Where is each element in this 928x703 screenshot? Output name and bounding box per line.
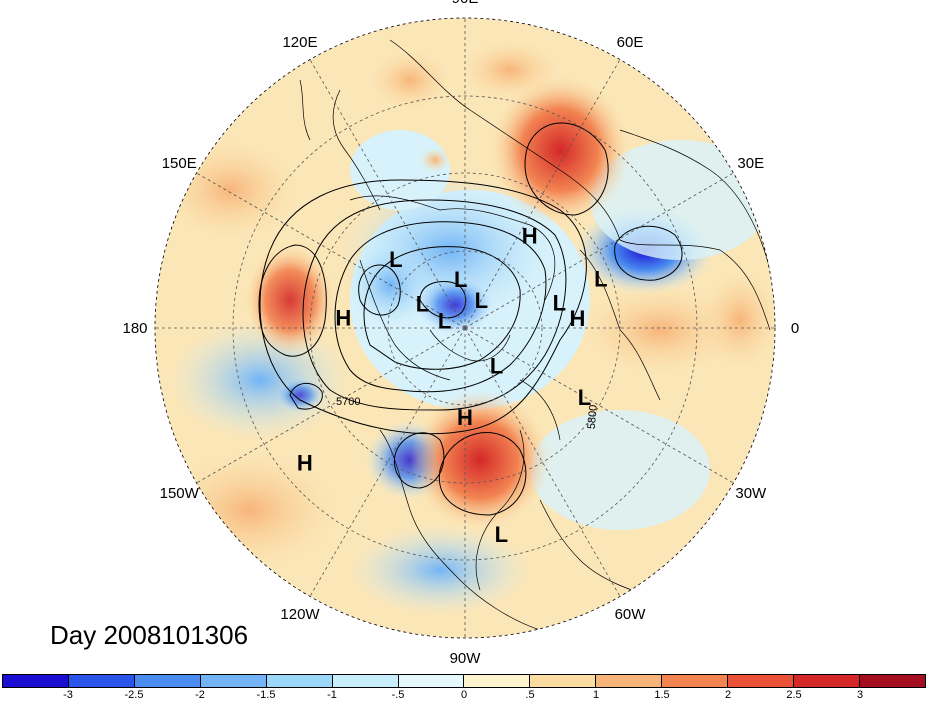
longitude-label: 30E: [737, 155, 764, 172]
colorbar-tick-label: -2.5: [124, 689, 144, 701]
longitude-label: 0: [791, 320, 799, 337]
longitude-label: 30W: [735, 485, 767, 502]
low-pressure-marker: L: [416, 291, 429, 316]
colorbar-tick-label: 2.5: [786, 689, 802, 701]
colorbar-cell: [794, 675, 860, 687]
meridian-line: [464, 327, 621, 597]
low-pressure-marker: L: [594, 267, 607, 292]
low-pressure-marker: L: [578, 385, 591, 410]
low-pressure-marker: L: [454, 267, 467, 292]
colorbar-cell: [332, 675, 399, 687]
contour-label-5800: 5800: [586, 404, 600, 429]
contour-label-5700: 5700: [336, 396, 360, 408]
colorbar-cell: [596, 675, 663, 687]
colorbar-cell: [662, 675, 729, 687]
date-label: Day 2008101306: [50, 620, 249, 650]
meridian-line: [464, 327, 734, 484]
colorbar-tick-label: 1: [592, 689, 600, 701]
colorbar-cell: [728, 675, 795, 687]
colorbar-cell: [530, 675, 597, 687]
colorbar-tick-label: 0: [460, 689, 468, 701]
colorbar-tick-label: 1.5: [654, 689, 670, 701]
colorbar-tick-label: 2: [724, 689, 732, 701]
meridian-line: [196, 327, 466, 484]
longitude-label: 60E: [617, 34, 644, 51]
longitude-label: 90E: [452, 0, 479, 7]
colorbar-tick-label: 3: [856, 689, 864, 701]
longitude-label: 150E: [162, 155, 197, 172]
low-pressure-marker: L: [475, 288, 488, 313]
low-pressure-marker: L: [389, 247, 402, 272]
colorbar-tick-label: -.5: [391, 689, 405, 701]
low-pressure-marker: L: [438, 309, 451, 334]
longitude-label: 60W: [615, 606, 647, 623]
low-pressure-marker: L: [495, 522, 508, 547]
meridian-line: [464, 172, 734, 329]
colorbar-cell: [464, 675, 531, 687]
longitude-label: 150W: [160, 485, 200, 502]
meridian-line: [309, 327, 466, 597]
low-pressure-marker: L: [490, 354, 503, 379]
longitude-label: 180: [122, 320, 147, 337]
height-contours: [258, 122, 683, 516]
colorbar-cell: [859, 675, 925, 687]
colorbar-cell: [200, 675, 267, 687]
colorbar-tick-label: .5: [525, 689, 535, 701]
high-pressure-marker: H: [297, 450, 313, 475]
colorbar-cell: [266, 675, 333, 687]
map-boundary: [154, 17, 776, 639]
low-pressure-marker: L: [553, 291, 566, 316]
colorbar-tick-label: -1: [327, 689, 337, 701]
longitude-labels: 90E 60E 30E 0 30W 60W 90W 120W 150W 180 150E 120E: [122, 0, 799, 667]
colorbar-tick-label: -2: [195, 689, 205, 701]
meridian-line: [309, 59, 466, 329]
colorbar-tick-label: -3: [63, 689, 73, 701]
high-pressure-marker: H: [457, 405, 473, 430]
colorbar: [2, 674, 926, 688]
high-pressure-marker: H: [522, 224, 538, 249]
colorbar-tick-label: -1.5: [256, 689, 276, 701]
meridian-line: [464, 59, 621, 329]
graticule: [155, 18, 775, 638]
high-pressure-marker: H: [569, 306, 585, 331]
longitude-label: 90W: [450, 650, 482, 667]
colorbar-cell: [3, 675, 69, 687]
colorbar-cell: [68, 675, 135, 687]
colorbar-cell: [134, 675, 201, 687]
colorbar-cell: [398, 675, 465, 687]
high-pressure-marker: H: [335, 305, 351, 330]
meridian-line: [196, 172, 466, 329]
longitude-label: 120E: [282, 34, 317, 51]
longitude-label: 120W: [280, 606, 320, 623]
colorbar-tick-labels: -3 -2.5 -2 -1.5 -1 -.5 0 .5 1 1.5 2 2.5 3: [0, 689, 928, 703]
